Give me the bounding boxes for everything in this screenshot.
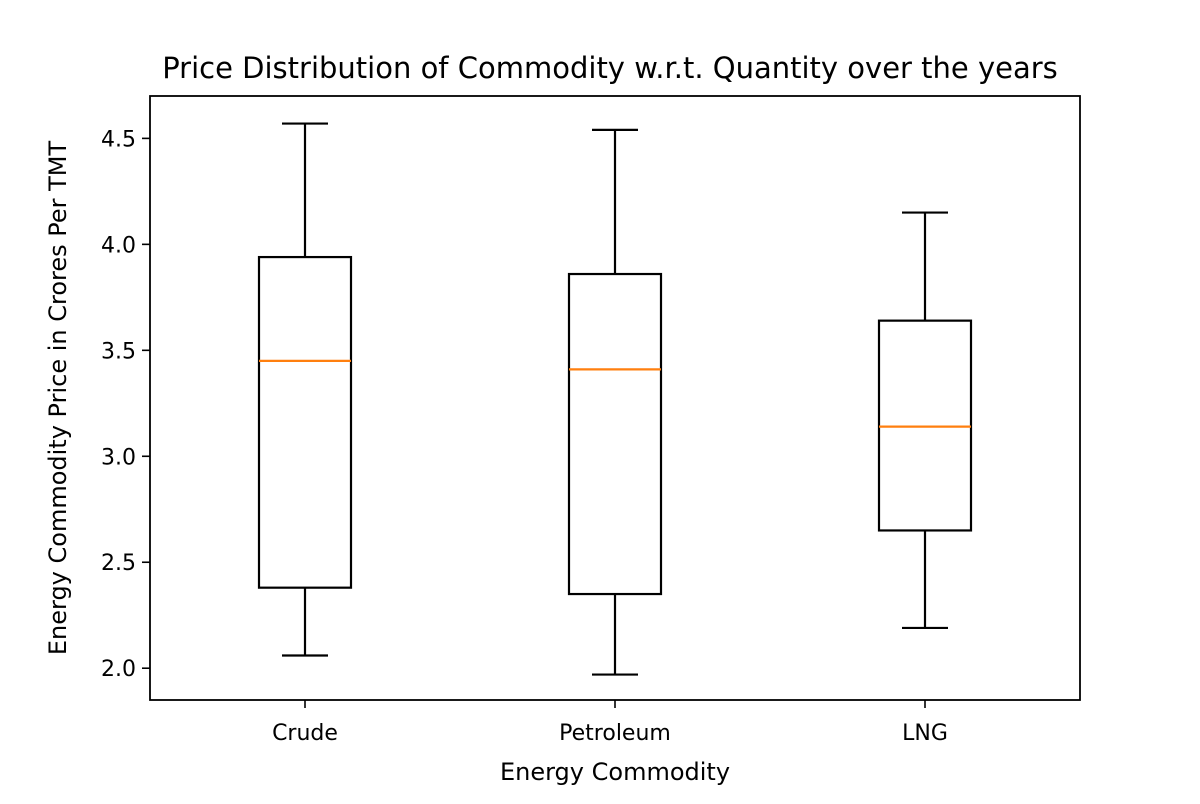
chart-title: Price Distribution of Commodity w.r.t. Q…: [162, 51, 1058, 85]
y-tick-label: 2.5: [101, 551, 136, 576]
box-petroleum: [567, 272, 663, 596]
y-tick-label: 2.0: [101, 657, 136, 682]
x-tick-label: Petroleum: [559, 721, 671, 746]
y-tick-label: 3.5: [101, 339, 136, 364]
x-tick-label: LNG: [902, 721, 948, 746]
x-tick-label: Crude: [272, 721, 338, 746]
y-tick-label: 3.0: [101, 445, 136, 470]
plot-area: Crude Petroleum LNG 2.0 2.5 3.0 3.5 4.0 4.5: [101, 95, 1081, 746]
y-tick-label: 4.5: [101, 127, 136, 152]
y-axis-label: Energy Commodity Price in Crores Per TMT: [44, 141, 72, 656]
plot-frame: [149, 95, 1081, 701]
y-tick-label: 4.0: [101, 233, 136, 258]
x-axis-label: Energy Commodity: [500, 758, 730, 786]
box-crude: [257, 255, 353, 589]
